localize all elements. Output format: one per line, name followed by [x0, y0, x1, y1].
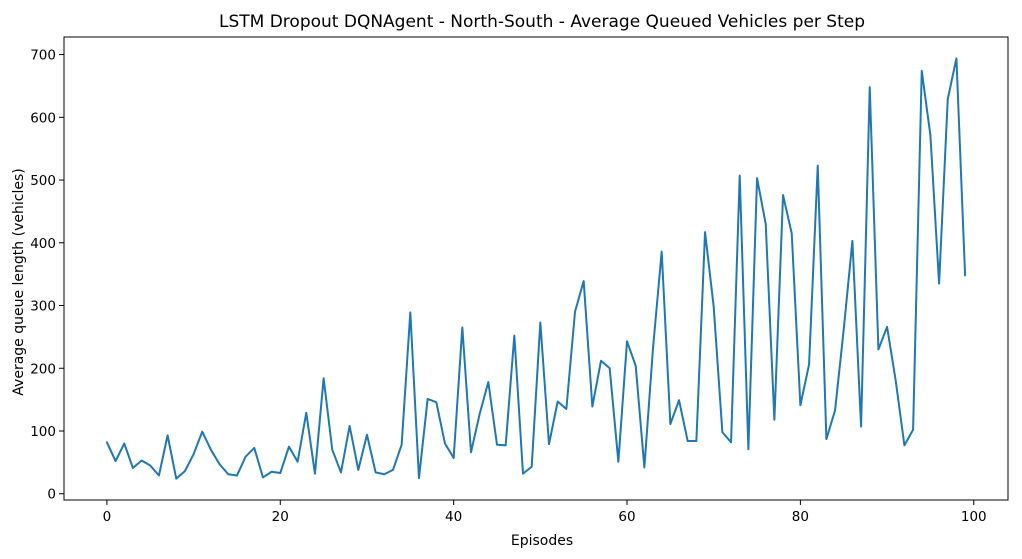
x-tick-label: 0: [103, 509, 112, 525]
y-axis: 0 100 200 300 400 500 600 700: [30, 48, 64, 503]
x-tick-label: 60: [618, 509, 635, 525]
y-tick-label: 400: [30, 236, 56, 252]
y-tick-label: 600: [30, 110, 56, 126]
y-tick-label: 300: [30, 299, 56, 315]
x-axis-label: Episodes: [511, 533, 573, 549]
y-tick-label: 700: [30, 48, 56, 64]
y-tick-label: 500: [30, 173, 56, 189]
x-tick-label: 80: [792, 509, 809, 525]
series-line: [105, 57, 967, 480]
y-tick-label: 0: [47, 487, 56, 503]
y-tick-label: 100: [30, 424, 56, 440]
y-tick-label: 200: [30, 361, 56, 377]
x-axis: 0 20 40 60 80 100: [103, 500, 987, 525]
x-tick-label: 100: [961, 509, 987, 525]
x-tick-label: 40: [445, 509, 462, 525]
plot-frame: [63, 36, 1009, 501]
series-layer: [105, 57, 967, 480]
plot-area: 0 20 40 60 80 100 0 100 200 300 400 500 600 700: [30, 36, 1009, 525]
x-tick-label: 20: [272, 509, 289, 525]
y-axis-label: Average queue length (vehicles): [11, 168, 27, 395]
chart-title: LSTM Dropout DQNAgent - North-South - Av…: [219, 12, 865, 32]
